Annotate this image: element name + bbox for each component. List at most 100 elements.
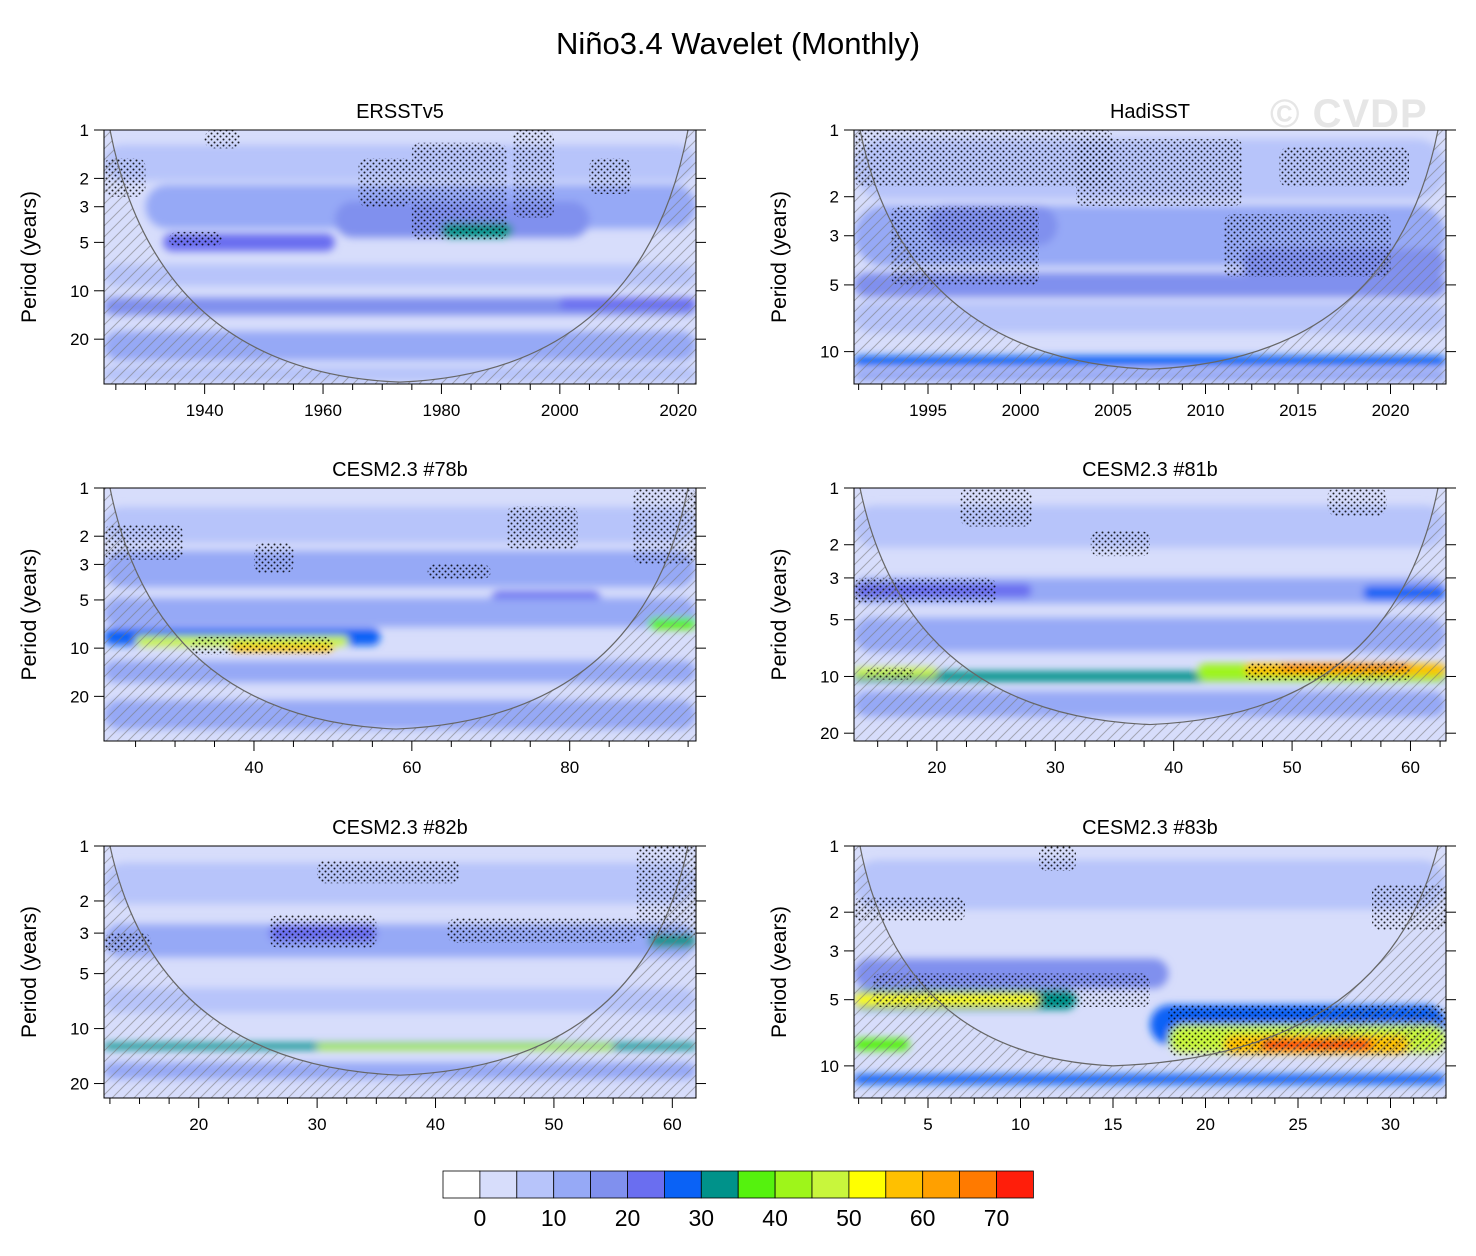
colorbar-swatch [922, 1170, 961, 1199]
y-tick-label: 5 [830, 611, 839, 630]
y-tick-label: 10 [70, 282, 89, 301]
colorbar-swatch [959, 1170, 997, 1199]
wavelet-panel: 1 2 3 5 10 20 40 60 80 CESM2.3 #78b Period (years) [18, 459, 706, 777]
wavelet-panel: 1 2 3 5 10 5 10 15 20 25 30 CESM2.3 #83b Period (yea… [768, 817, 1456, 1134]
x-tick-label: 80 [560, 758, 579, 777]
colorbar-label: 60 [910, 1205, 936, 1231]
y-tick-label: 3 [80, 924, 89, 943]
colorbar-swatch [700, 1170, 739, 1199]
cone-of-influence-hatch [854, 488, 1446, 741]
power-band [854, 302, 1446, 333]
y-tick-label: 20 [70, 330, 89, 349]
colorbar-label: 10 [541, 1205, 567, 1231]
power-band [854, 859, 1446, 910]
colorbar-swatch [848, 1170, 887, 1199]
significance-stipple [512, 130, 554, 218]
significance-stipple [317, 860, 460, 884]
x-tick-label: 2000 [1002, 401, 1040, 420]
colorbar-label: 40 [762, 1205, 788, 1231]
significance-stipple [269, 915, 377, 948]
x-tick-label: 1960 [304, 401, 342, 420]
x-tick-label: 1940 [186, 401, 224, 420]
plot-frame [853, 845, 1447, 1099]
cone-of-influence-hatch [854, 130, 1446, 384]
colorbar-swatch [479, 1170, 518, 1199]
significance-stipple [1076, 139, 1243, 206]
wavelet-panel: 1 2 3 5 10 20 1940 1960 1980 2000 2020 ERSSTv5 Perio… [18, 101, 706, 420]
x-tick-label: 40 [426, 1115, 445, 1134]
colorbar-swatch [811, 1170, 850, 1199]
y-tick-label: 5 [830, 991, 839, 1010]
x-tick-label: 1995 [909, 401, 947, 420]
x-tick-label: 30 [308, 1115, 327, 1134]
colorbar-label: 50 [836, 1205, 862, 1231]
significance-stipple [1279, 147, 1409, 187]
power-band [104, 264, 696, 287]
power-band [104, 506, 696, 543]
y-tick-label: 5 [830, 276, 839, 295]
panel-title: ERSSTv5 [356, 101, 444, 123]
significance-stipple [1224, 214, 1391, 277]
y-tick-label: 1 [830, 479, 839, 498]
y-tick-label: 1 [80, 121, 89, 140]
y-tick-label: 2 [80, 892, 89, 911]
y-tick-label: 10 [70, 639, 89, 658]
x-tick-label: 30 [1381, 1115, 1400, 1134]
y-tick-label: 2 [830, 188, 839, 207]
figure-title: Niño3.4 Wavelet (Monthly) [555, 26, 921, 61]
cone-of-influence-line [109, 488, 689, 730]
plot-frame [853, 129, 1447, 385]
y-axis-label: Period (years) [18, 906, 41, 1038]
y-tick-label: 5 [80, 233, 89, 252]
y-tick-label: 10 [70, 1020, 89, 1039]
colorbar-swatch [885, 1170, 924, 1199]
significance-stipple [1327, 488, 1387, 516]
panel-title: HadiSST [1110, 101, 1190, 123]
x-tick-label: 2005 [1094, 401, 1132, 420]
x-tick-label: 2020 [659, 401, 697, 420]
y-axis-label: Period (years) [768, 549, 791, 681]
x-tick-label: 40 [245, 758, 264, 777]
x-tick-label: 50 [1283, 758, 1302, 777]
wavelet-panel: 1 2 3 5 10 1995 2000 2005 2010 2015 2020 HadiSST Per… [768, 101, 1456, 420]
y-tick-label: 5 [80, 591, 89, 610]
y-tick-label: 5 [80, 965, 89, 984]
colorbar-swatch [590, 1170, 628, 1199]
cone-of-influence-line [109, 846, 689, 1076]
colorbar-label: 70 [984, 1205, 1010, 1231]
x-tick-label: 20 [927, 758, 946, 777]
y-tick-label: 10 [820, 667, 839, 686]
power-band [104, 550, 696, 587]
y-tick-label: 1 [830, 121, 839, 140]
panel-title: CESM2.3 #83b [1082, 817, 1218, 839]
cone-of-influence-line [859, 488, 1439, 726]
x-tick-label: 20 [1196, 1115, 1215, 1134]
significance-stipple [872, 973, 1150, 1008]
y-tick-label: 3 [80, 198, 89, 217]
significance-stipple [190, 636, 333, 655]
panel-title: CESM2.3 #82b [332, 817, 468, 839]
significance-stipple [204, 130, 241, 149]
colorbar-swatch [516, 1170, 555, 1199]
power-band [104, 598, 696, 628]
significance-stipple [891, 205, 1039, 285]
x-tick-label: 10 [1011, 1115, 1030, 1134]
y-tick-label: 2 [80, 527, 89, 546]
y-tick-label: 3 [830, 569, 839, 588]
cone-of-influence-hatch [854, 846, 1446, 1098]
plot-frame [103, 129, 697, 385]
y-tick-label: 1 [830, 837, 839, 856]
y-tick-label: 2 [830, 903, 839, 922]
y-tick-label: 20 [70, 1075, 89, 1094]
colorbar-label: 30 [689, 1205, 715, 1231]
y-tick-label: 1 [80, 837, 89, 856]
colorbar-swatch [774, 1170, 813, 1199]
x-tick-label: 25 [1289, 1115, 1308, 1134]
y-tick-label: 20 [70, 687, 89, 706]
y-tick-label: 1 [80, 479, 89, 498]
wavelet-panel: 1 2 3 5 10 20 20 30 40 50 60 CESM2.3 #81b Period (ye… [768, 459, 1456, 777]
y-axis-label: Period (years) [768, 191, 791, 323]
x-tick-label: 15 [1104, 1115, 1123, 1134]
significance-stipple [854, 896, 965, 922]
